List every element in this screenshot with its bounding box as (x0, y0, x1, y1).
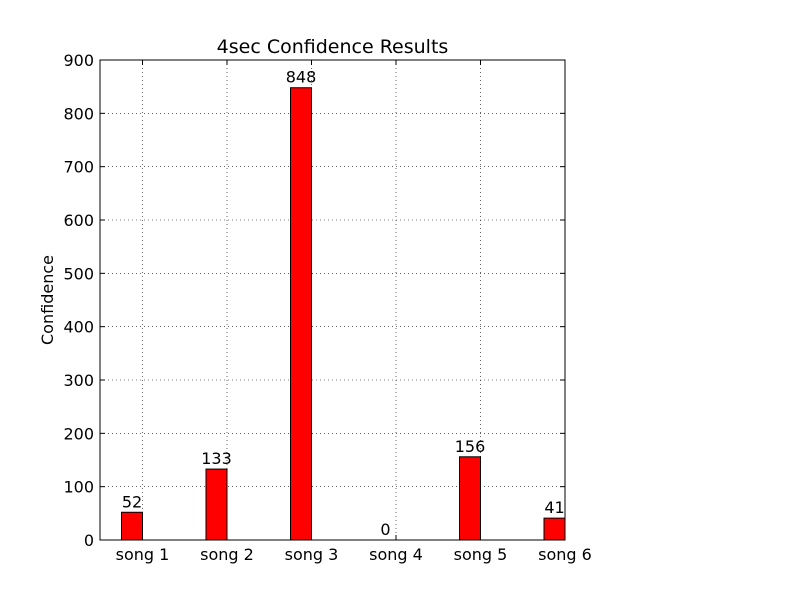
data-labels: 52 133 848 0 156 41 (122, 68, 565, 539)
x-tick-label: song 4 (369, 545, 423, 564)
data-label-song-2: 133 (201, 449, 232, 468)
data-label-song-6: 41 (544, 498, 564, 517)
bar-song-1 (121, 511, 143, 541)
y-tick-label: 900 (63, 51, 94, 70)
y-tick-label: 0 (84, 531, 94, 550)
y-tick-label: 800 (63, 104, 94, 123)
y-tick-label: 100 (63, 478, 94, 497)
data-label-song-1: 52 (122, 492, 142, 511)
data-label-song-4: 0 (380, 520, 390, 539)
y-axis-label: Confidence (38, 255, 57, 345)
axis-ticks: 0 100 200 300 400 500 600 700 800 900 song 1 song 2… (63, 51, 591, 564)
chart-title: 4sec Confidence Results (217, 36, 449, 58)
x-tick-label: song 1 (116, 545, 170, 564)
x-tick-label: song 6 (538, 545, 592, 564)
y-tick-label: 300 (63, 371, 94, 390)
bar-song-6 (543, 517, 566, 541)
y-tick-label: 500 (63, 264, 94, 283)
y-tick-label: 200 (63, 424, 94, 443)
x-tick-label: song 3 (285, 545, 339, 564)
bars (121, 87, 566, 541)
data-label-song-5: 156 (455, 437, 486, 456)
plot-frame (99, 59, 566, 541)
y-tick-label: 600 (63, 211, 94, 230)
y-tick-label: 400 (63, 318, 94, 337)
data-label-song-3: 848 (286, 68, 317, 87)
bar-song-5 (459, 456, 481, 541)
y-tick-label: 700 (63, 158, 94, 177)
x-tick-label: song 5 (454, 545, 508, 564)
x-tick-label: song 2 (200, 545, 254, 564)
bar-song-3 (290, 87, 312, 541)
bar-song-2 (205, 468, 228, 541)
